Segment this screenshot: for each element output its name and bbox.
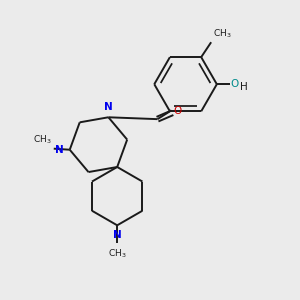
Text: CH$_3$: CH$_3$: [213, 28, 232, 40]
Text: N: N: [113, 230, 122, 240]
Text: H: H: [240, 82, 248, 92]
Text: N: N: [104, 102, 113, 112]
Text: N: N: [55, 145, 63, 155]
Text: CH$_3$: CH$_3$: [108, 247, 127, 260]
Text: O: O: [173, 106, 182, 116]
Text: O: O: [231, 79, 239, 88]
Text: CH$_3$: CH$_3$: [33, 133, 52, 146]
